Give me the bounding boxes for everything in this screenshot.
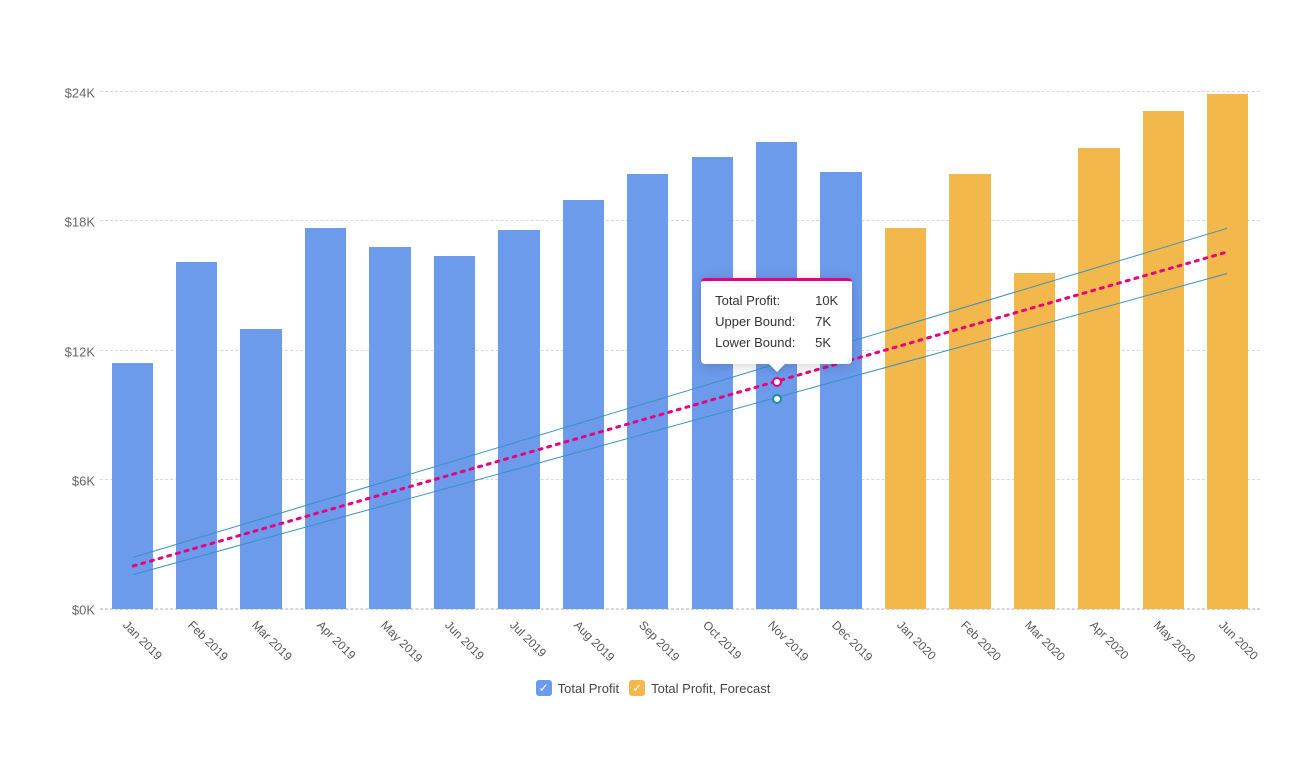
xtick: Jan 2019 [120, 618, 165, 663]
tooltip-label: Lower Bound: [715, 333, 807, 354]
ytick-0: $0K [50, 603, 95, 618]
xtick: Mar 2020 [1023, 618, 1069, 664]
tooltip-value: 10K [815, 291, 838, 312]
profit-forecast-chart: $0K $6K $12K $18K $24K Total Profit: 10K… [30, 30, 1276, 744]
xtick: Nov 2019 [765, 618, 811, 664]
legend-item-total-profit[interactable]: ✓ Total Profit [536, 680, 619, 696]
tooltip-label: Upper Bound: [715, 312, 807, 333]
legend-item-forecast[interactable]: ✓ Total Profit, Forecast [629, 680, 770, 696]
legend-label: Total Profit [558, 681, 619, 696]
tooltip-row: Upper Bound: 7K [715, 312, 838, 333]
xtick: Jan 2020 [894, 618, 939, 663]
tooltip-arrow-icon [769, 364, 785, 372]
legend-label: Total Profit, Forecast [651, 681, 770, 696]
trend-lines [100, 50, 1260, 609]
ytick-24: $24K [50, 86, 95, 101]
xtick: Sep 2019 [636, 618, 682, 664]
tooltip-value: 7K [815, 312, 831, 333]
xtick: Jul 2019 [507, 618, 549, 660]
xtick: Feb 2019 [185, 618, 231, 664]
legend: ✓ Total Profit ✓ Total Profit, Forecast [30, 680, 1276, 696]
xtick: Feb 2020 [958, 618, 1004, 664]
ytick-6: $6K [50, 473, 95, 488]
tooltip-label: Total Profit: [715, 291, 807, 312]
xtick: Apr 2020 [1087, 618, 1131, 662]
legend-swatch-icon: ✓ [629, 680, 645, 696]
xtick: Jun 2019 [443, 618, 488, 663]
xtick: May 2020 [1151, 618, 1198, 665]
highlight-marker [772, 377, 782, 387]
xtick: Jun 2020 [1216, 618, 1261, 663]
xtick: Dec 2019 [829, 618, 875, 664]
xtick: May 2019 [378, 618, 425, 665]
tooltip-row: Lower Bound: 5K [715, 333, 838, 354]
plot-area: Total Profit: 10K Upper Bound: 7K Lower … [100, 50, 1260, 610]
xtick: Aug 2019 [571, 618, 617, 664]
ytick-18: $18K [50, 215, 95, 230]
tooltip: Total Profit: 10K Upper Bound: 7K Lower … [701, 278, 852, 363]
tooltip-value: 5K [815, 333, 831, 354]
xtick-group: Jan 2019 Feb 2019 Mar 2019 Apr 2019 May 2019… [100, 610, 1260, 670]
xtick: Mar 2019 [249, 618, 295, 664]
xtick: Oct 2019 [700, 618, 744, 662]
ytick-12: $12K [50, 344, 95, 359]
xtick: Apr 2019 [314, 618, 358, 662]
tooltip-row: Total Profit: 10K [715, 291, 838, 312]
highlight-marker [772, 394, 782, 404]
legend-swatch-icon: ✓ [536, 680, 552, 696]
